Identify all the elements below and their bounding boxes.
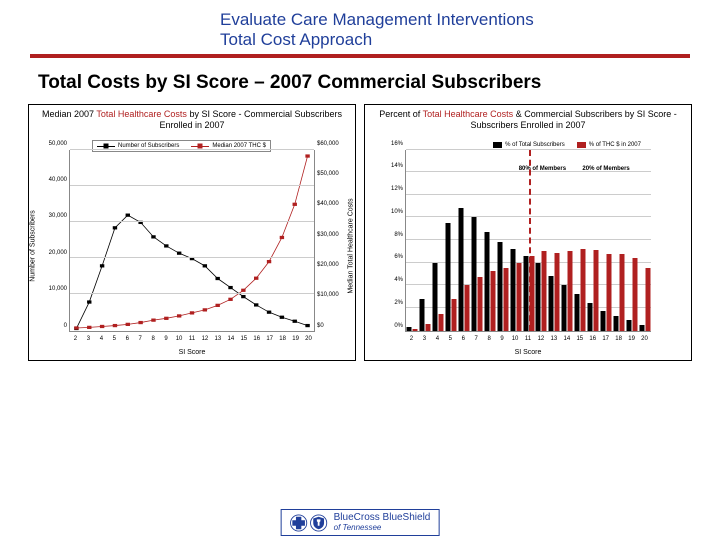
header-line2: Total Cost Approach: [220, 30, 690, 50]
chart-right: Percent of Total Healthcare Costs & Comm…: [364, 104, 692, 361]
x-ticks-left: 234567891011121314151617181920: [69, 336, 315, 346]
title-red: Total Healthcare Costs: [96, 109, 187, 119]
header-line1: Evaluate Care Management Interventions: [220, 10, 690, 30]
title-pre: Percent of: [379, 109, 422, 119]
plot-area-right: % of Total Subscribers % of THC $ in 200…: [405, 150, 651, 332]
plot-right: 0%2%4%6%8%10%12%14%16% % of Total Subscr…: [371, 136, 685, 356]
cross-icon: [290, 514, 308, 532]
legend-label: % of Total Subscribers: [505, 142, 565, 148]
x-ticks-right: 234567891011121314151617181920: [405, 336, 651, 346]
chart-left-svg: [70, 150, 314, 331]
chart-left: Median 2007 Total Healthcare Costs by SI…: [28, 104, 356, 361]
logo-name: BlueCross BlueShield: [334, 513, 431, 524]
legend-item-costs: % of THC $ in 2007: [577, 142, 641, 148]
subtitle: Total Costs by SI Score – 2007 Commercia…: [38, 72, 720, 94]
swatch-black: [493, 142, 502, 148]
legend-label: % of THC $ in 2007: [589, 142, 641, 148]
legend-item-members: % of Total Subscribers: [493, 142, 565, 148]
legend-right: % of Total Subscribers % of THC $ in 200…: [489, 141, 645, 149]
title-post: by SI Score - Commercial Subscribers Enr…: [159, 109, 342, 130]
plot-left: Number of Subscribers Median Total Healt…: [35, 136, 349, 356]
logo-sub: of Tennessee: [334, 524, 431, 532]
title-red: Total Healthcare Costs: [423, 109, 514, 119]
page-header: Evaluate Care Management Interventions T…: [220, 10, 690, 50]
x-title-right: SI Score: [371, 349, 685, 356]
plot-area-left: Number of Subscribers Median 2007 THC $: [69, 150, 315, 332]
header-rule: [30, 54, 690, 58]
shield-icon: [310, 514, 328, 532]
logo-text: BlueCross BlueShield of Tennessee: [334, 513, 431, 532]
logo-marks: [290, 514, 328, 532]
chart-right-title: Percent of Total Healthcare Costs & Comm…: [365, 105, 691, 134]
charts-row: Median 2007 Total Healthcare Costs by SI…: [28, 104, 692, 361]
y-right-ticks: $0$10,000$20,000$30,000$40,000$50,000$60…: [317, 150, 349, 332]
y-left-ticks: 010,00020,00030,00040,00050,000: [35, 150, 67, 332]
swatch-red: [577, 142, 586, 148]
y-ticks-right: 0%2%4%6%8%10%12%14%16%: [371, 150, 403, 332]
x-title-left: SI Score: [35, 349, 349, 356]
footer-logo: BlueCross BlueShield of Tennessee: [281, 509, 440, 536]
chart-left-title: Median 2007 Total Healthcare Costs by SI…: [29, 105, 355, 134]
title-pre: Median 2007: [42, 109, 96, 119]
